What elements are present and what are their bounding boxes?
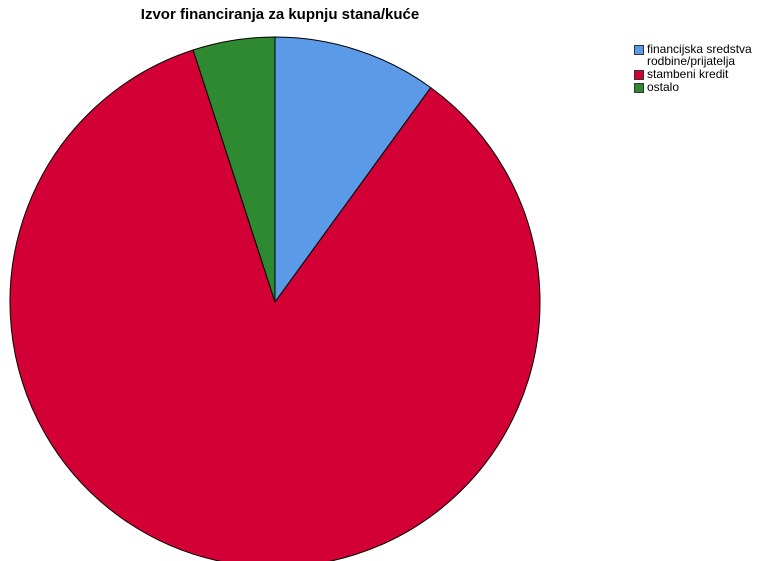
legend-label: financijska sredstva rodbine/prijatelja [647, 42, 752, 68]
pie-slice [274, 36, 432, 304]
legend-item: financijska sredstva rodbine/prijatelja [634, 43, 779, 67]
legend-label: stambeni kredit [647, 67, 729, 81]
legend-item: ostalo [634, 81, 779, 93]
legend-swatch [634, 45, 644, 55]
legend-swatch [634, 83, 644, 93]
legend: financijska sredstva rodbine/prijatelja s… [634, 43, 779, 94]
legend-item: stambeni kredit [634, 68, 779, 80]
pie-slice [9, 49, 541, 561]
legend-label: ostalo [647, 80, 680, 94]
chart-title: Izvor financiranja za kupnju stana/kuće [140, 6, 420, 23]
legend-swatch [634, 70, 644, 80]
pie-slice [192, 36, 276, 303]
